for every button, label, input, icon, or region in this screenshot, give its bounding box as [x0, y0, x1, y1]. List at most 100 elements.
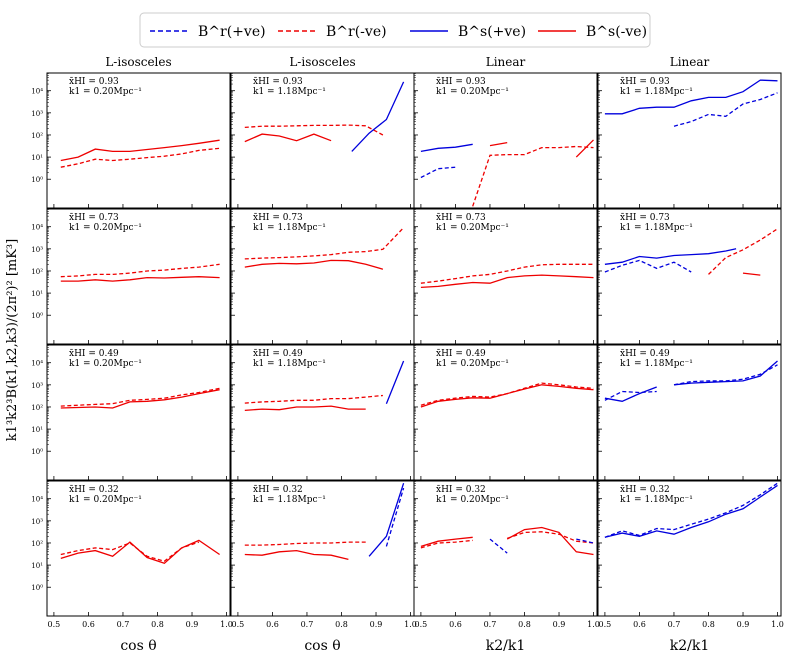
k1-annotation: k1 = 0.20Mpc⁻¹ — [69, 223, 142, 233]
series-line-Brpos — [604, 482, 778, 538]
series-line-Bspos — [673, 360, 778, 386]
series-line-Bspos — [604, 386, 657, 402]
y-tick-label: 10⁰ — [31, 176, 43, 184]
series-line-Brneg — [244, 541, 366, 546]
x-tick-label: 0.9 — [553, 620, 566, 629]
x-axis-labels: cos θ cos θ k2/k1 k2/k1 — [120, 638, 709, 654]
xhi-annotation: x̄HI = 0.93 — [620, 77, 670, 87]
x-tick-label: 0.5 — [232, 620, 245, 629]
y-tick-label: 10³ — [31, 518, 43, 526]
series-line-Brneg — [708, 228, 778, 275]
k1-annotation: k1 = 0.20Mpc⁻¹ — [69, 359, 142, 369]
series-line-Bsneg — [244, 549, 349, 561]
k1-annotation: k1 = 0.20Mpc⁻¹ — [69, 495, 142, 505]
xhi-annotation: x̄HI = 0.49 — [620, 349, 670, 359]
series-group — [244, 360, 405, 412]
xhi-annotation: x̄HI = 0.32 — [436, 485, 486, 495]
series-line-Brneg — [60, 147, 220, 168]
series-line-Brneg — [506, 531, 594, 544]
subplot-frame — [597, 344, 782, 481]
y-tick-label: 10² — [31, 132, 43, 140]
x-tick-label: 1.0 — [404, 620, 417, 629]
x-tick-label: 0.9 — [370, 620, 383, 629]
series-line-Bspos — [604, 248, 737, 265]
series-line-Bspos — [604, 79, 778, 115]
series-line-Brpos — [420, 166, 456, 179]
xhi-annotation: x̄HI = 0.73 — [253, 213, 303, 223]
xhi-annotation: x̄HI = 0.49 — [253, 349, 303, 359]
series-line-Brneg — [420, 539, 473, 549]
series-group — [604, 482, 778, 538]
x-tick-label: 0.5 — [599, 620, 612, 629]
legend-frame — [139, 12, 651, 48]
series-line-Bsneg — [575, 139, 594, 158]
y-tick-label: 10⁴ — [31, 360, 43, 368]
x-axis-label: k2/k1 — [670, 638, 710, 654]
series-group — [604, 79, 778, 127]
series-line-Brpos — [385, 487, 405, 547]
series-group — [420, 139, 594, 207]
x-tick-label: 1.0 — [220, 620, 233, 629]
series-line-Bsneg — [60, 276, 220, 282]
series-line-Brpos — [489, 538, 508, 554]
k1-annotation: k1 = 1.18Mpc⁻¹ — [253, 87, 326, 97]
y-tick-label: 10³ — [31, 246, 43, 254]
legend-label: B^s(-ve) — [586, 24, 647, 40]
x-tick-label: 0.8 — [702, 620, 715, 629]
xhi-annotation: x̄HI = 0.32 — [69, 485, 119, 495]
series-line-Bsneg — [244, 259, 384, 270]
xhi-annotation: x̄HI = 0.32 — [253, 485, 303, 495]
series-line-Bsneg — [420, 536, 473, 548]
subplot-frame — [413, 208, 598, 345]
series-line-Bspos — [368, 482, 405, 557]
x-tick-label: 1.0 — [771, 620, 784, 629]
series-group — [244, 227, 405, 270]
x-tick-label: 0.7 — [668, 620, 681, 629]
series-line-Brneg — [60, 387, 220, 407]
k1-annotation: k1 = 1.18Mpc⁻¹ — [253, 359, 326, 369]
series-line-Bsneg — [244, 133, 332, 143]
x-tick-label: 1.0 — [587, 620, 600, 629]
series-group — [60, 387, 220, 409]
series-line-Brneg — [244, 124, 384, 136]
series-line-Bsneg — [60, 389, 220, 409]
k1-annotation: k1 = 1.18Mpc⁻¹ — [620, 87, 693, 97]
series-line-Bspos — [604, 484, 778, 538]
k1-annotation: k1 = 0.20Mpc⁻¹ — [436, 223, 509, 233]
series-line-Brpos — [604, 390, 657, 401]
series-line-Bsneg — [742, 272, 761, 276]
x-tick-label: 0.6 — [266, 620, 279, 629]
series-group — [60, 263, 220, 282]
series-line-Bsneg — [489, 141, 508, 147]
subplot-frame — [46, 208, 231, 345]
x-axis-label: cos θ — [120, 638, 156, 654]
y-tick-label: 10⁴ — [31, 224, 43, 232]
series-group — [244, 482, 405, 561]
series-line-Brneg — [472, 145, 594, 207]
series-line-Bsneg — [420, 274, 594, 289]
subplot-frame — [597, 208, 782, 345]
xhi-annotation: x̄HI = 0.93 — [69, 77, 119, 87]
y-tick-label: 10³ — [31, 382, 43, 390]
y-tick-label: 10¹ — [31, 426, 43, 434]
series-group — [604, 228, 778, 276]
xhi-annotation: x̄HI = 0.73 — [69, 213, 119, 223]
y-tick-label: 10² — [31, 268, 43, 276]
x-tick-label: 0.7 — [117, 620, 130, 629]
series-line-Brneg — [60, 263, 220, 278]
subplot-frame — [597, 72, 782, 209]
series-line-Bspos — [385, 360, 405, 404]
k1-annotation: k1 = 0.20Mpc⁻¹ — [436, 495, 509, 505]
subplot-frame — [46, 480, 231, 617]
k1-annotation: k1 = 0.20Mpc⁻¹ — [436, 87, 509, 97]
series-line-Brpos — [604, 259, 692, 273]
legend: B^r(+ve) B^r(-ve) B^s(+ve) B^s(-ve) — [139, 12, 651, 48]
